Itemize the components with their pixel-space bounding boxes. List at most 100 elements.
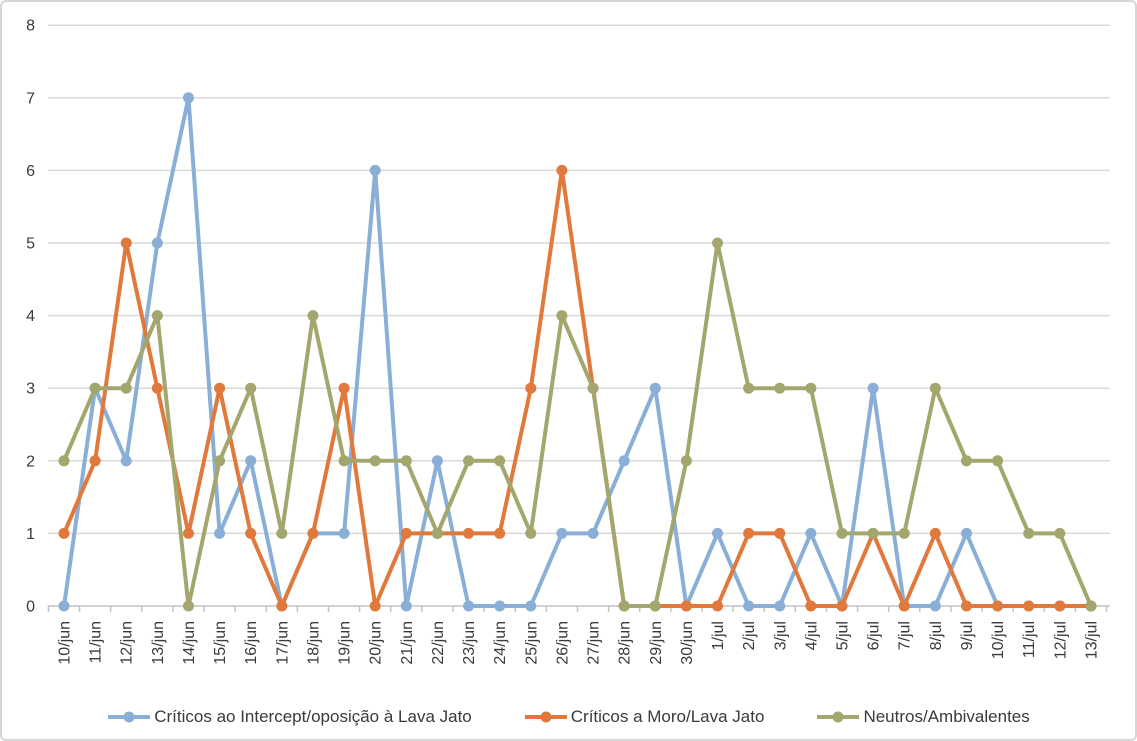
data-point-marker [151,382,163,394]
data-point-marker [618,455,630,467]
x-axis-tick-label: 5/jul [835,621,852,650]
x-axis-tick-label: 14/jun [181,621,198,665]
x-axis-tick-label: 17/jun [274,621,291,665]
x-axis-tick-label: 8/jul [928,621,945,650]
data-point-marker [338,455,350,467]
data-point-marker [743,527,755,539]
data-point-marker [898,600,910,612]
x-axis-tick-label: 10/jun [57,621,74,665]
data-point-marker [680,455,692,467]
chart-legend: Críticos ao Intercept/oposição à Lava Ja… [2,707,1135,727]
y-axis-tick-label: 0 [26,599,35,616]
x-axis-tick-label: 6/jul [866,621,883,650]
data-point-marker [960,527,972,539]
data-point-marker [867,527,879,539]
x-axis-tick-label: 4/jul [803,621,820,650]
data-point-marker [836,527,848,539]
data-point-marker [120,382,132,394]
data-point-marker [992,600,1004,612]
data-point-marker [494,455,506,467]
y-axis-tick-label: 2 [26,453,35,470]
data-point-marker [960,455,972,467]
data-point-marker [369,455,381,467]
data-point-marker [120,455,132,467]
legend-item-criticos-moro: Críticos a Moro/Lava Jato [524,707,765,727]
x-axis-tick-label: 28/jun [617,621,634,665]
x-axis-tick-label: 13/jul [1083,621,1100,659]
data-point-marker [712,237,724,249]
x-axis-tick-label: 22/jun [430,621,447,665]
data-point-marker [712,600,724,612]
x-axis-tick-label: 1/jul [710,621,727,650]
data-point-marker [369,600,381,612]
data-point-marker [182,527,194,539]
data-point-marker [276,527,288,539]
legend-line-dot-marker [817,711,860,723]
data-point-marker [556,164,568,176]
data-point-marker [400,600,412,612]
data-point-marker [245,455,257,467]
x-axis-tick-label: 19/jun [337,621,354,665]
data-point-marker [743,600,755,612]
y-axis-tick-label: 7 [26,90,35,107]
data-point-marker [338,382,350,394]
data-point-marker [556,527,568,539]
legend-item-neutros: Neutros/Ambivalentes [816,707,1030,727]
data-point-marker [307,527,319,539]
data-point-marker [1054,600,1066,612]
data-point-marker [525,382,537,394]
data-point-marker [400,527,412,539]
data-point-marker [774,382,786,394]
data-point-marker [463,600,475,612]
x-axis-tick-label: 11/jun [88,621,105,663]
series-line-0 [62,95,1093,608]
data-point-marker [214,455,226,467]
data-point-marker [929,600,941,612]
series-line-2 [62,241,1093,608]
data-point-marker [929,527,941,539]
x-axis-tick-label: 23/jun [461,621,478,665]
x-axis-tick-label: 12/jul [1052,621,1069,659]
data-point-marker [525,527,537,539]
x-axis-tick-label: 21/jun [399,621,416,665]
data-point-marker [805,382,817,394]
data-point-marker [587,527,599,539]
data-point-marker [805,600,817,612]
x-axis-tick-label: 26/jun [554,621,571,665]
data-point-marker [120,237,132,249]
x-axis-tick-label: 29/jun [648,621,665,665]
data-point-marker [836,600,848,612]
x-axis-tick-label: 3/jul [772,621,789,650]
legend-line-dot-marker [108,711,151,723]
data-point-marker [58,527,70,539]
data-point-marker [992,455,1004,467]
x-axis-tick-label: 11/jul [1021,621,1038,658]
data-point-marker [338,527,350,539]
legend-line-dot-marker [524,711,567,723]
data-point-marker [1023,600,1035,612]
data-point-marker [58,600,70,612]
data-point-marker [494,600,506,612]
data-point-marker [151,237,163,249]
x-axis-tick-label: 7/jul [897,621,914,650]
data-point-marker [182,600,194,612]
data-point-marker [214,527,226,539]
data-point-marker [276,600,288,612]
data-point-marker [743,382,755,394]
x-axis-tick-label: 25/jun [523,621,540,665]
data-point-marker [1023,527,1035,539]
x-axis-tick-label: 13/jun [150,621,167,665]
legend-label: Críticos a Moro/Lava Jato [570,707,765,726]
x-axis-tick-label: 20/jun [368,621,385,665]
data-point-marker [245,527,257,539]
data-point-marker [463,527,475,539]
data-point-marker [182,92,194,104]
data-point-marker [898,527,910,539]
data-point-marker [649,600,661,612]
data-point-marker [587,382,599,394]
y-axis-tick-label: 3 [26,381,35,398]
data-point-marker [774,600,786,612]
x-axis-tick-label: 30/jun [679,621,696,665]
data-point-marker [649,382,661,394]
